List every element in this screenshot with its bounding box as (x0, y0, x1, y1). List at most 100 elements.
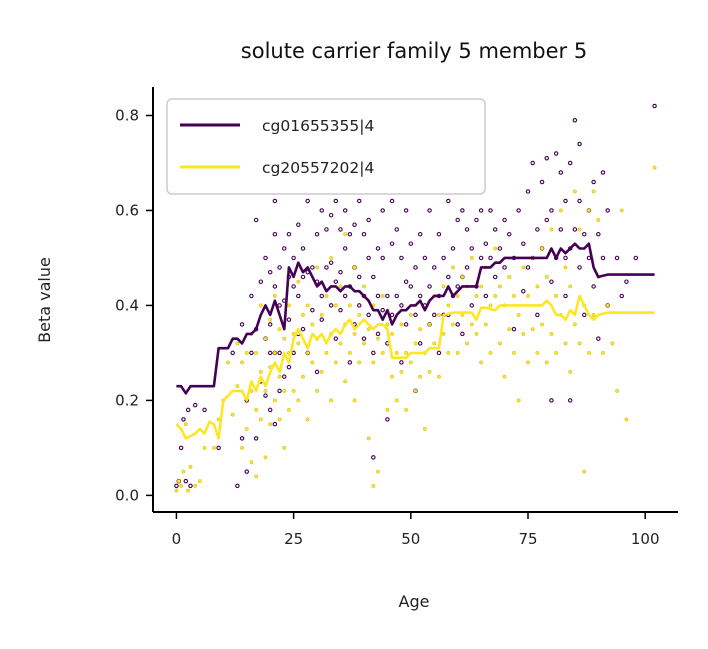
scatter-point (371, 274, 376, 280)
scatter-point (572, 117, 578, 123)
scatter-point (272, 351, 277, 355)
scatter-point (282, 336, 287, 341)
scatter-point (356, 274, 362, 280)
scatter-point (422, 255, 428, 261)
scatter-point (375, 293, 381, 299)
scatter-point (493, 294, 498, 298)
scatter-point (366, 436, 371, 441)
scatter-point (624, 417, 629, 422)
scatter-point (296, 279, 301, 284)
scatter-point (558, 227, 564, 232)
scatter-point (535, 351, 540, 355)
scatter-point (563, 255, 568, 261)
scatter-point (507, 275, 512, 279)
scatter-point (526, 360, 530, 365)
scatter-point (305, 198, 310, 204)
scatter-point (408, 360, 413, 365)
scatter-point (300, 246, 306, 251)
scatter-point (305, 351, 310, 355)
x-tick-label: 75 (518, 530, 537, 548)
scatter-point (272, 398, 277, 403)
scatter-point (549, 208, 554, 213)
scatter-point (417, 231, 423, 237)
scatter-point (455, 217, 460, 223)
scatter-point (558, 208, 563, 213)
scatter-point (581, 312, 587, 318)
scatter-point (455, 284, 460, 289)
scatter-point (427, 284, 432, 289)
scatter-point (244, 426, 249, 431)
scatter-point (328, 303, 334, 308)
scatter-point (408, 241, 414, 246)
scatter-point (352, 222, 357, 227)
scatter-point (188, 483, 193, 489)
scatter-point (512, 294, 516, 298)
scatter-point (399, 322, 404, 327)
scatter-point (502, 217, 507, 223)
scatter-point (403, 208, 409, 213)
scatter-point (319, 317, 324, 322)
scatter-point (186, 488, 191, 493)
scatter-point (530, 327, 535, 332)
scatter-point (176, 479, 181, 484)
scatter-point (230, 350, 235, 356)
scatter-point (324, 227, 329, 232)
scatter-point (301, 374, 305, 379)
scatter-point (352, 265, 357, 270)
scatter-point (366, 312, 371, 318)
scatter-point (287, 408, 291, 412)
scatter-point (558, 170, 564, 175)
scatter-point (296, 341, 301, 346)
scatter-point (497, 246, 503, 251)
scatter-point (549, 332, 554, 336)
scatter-point (291, 255, 296, 261)
scatter-point (605, 303, 610, 308)
scatter-point (568, 284, 573, 289)
scatter-point (362, 341, 366, 346)
scatter-point (394, 398, 399, 403)
scatter-point (183, 478, 189, 484)
scatter-point (544, 155, 549, 161)
scatter-points-0 (174, 103, 657, 489)
scatter-point (226, 360, 230, 365)
scatter-point (291, 284, 296, 289)
scatter-point (329, 398, 334, 403)
scatter-point (267, 350, 273, 356)
scatter-point (624, 279, 629, 284)
scatter-point (277, 417, 282, 422)
scatter-point (333, 198, 339, 204)
scatter-point (357, 313, 362, 317)
scatter-point (216, 445, 221, 451)
scatter-point (600, 170, 606, 175)
scatter-point (446, 198, 451, 204)
x-axis-label: Age (399, 592, 430, 611)
scatter-point (380, 351, 385, 355)
scatter-point (511, 326, 517, 332)
scatter-point (314, 231, 320, 237)
scatter-point (572, 189, 577, 194)
legend: cg01655355|4 cg20557202|4 (166, 98, 486, 195)
scatter-point (371, 360, 376, 365)
scatter-point (600, 255, 606, 261)
scatter-point (347, 303, 352, 308)
scatter-point (356, 198, 362, 204)
scatter-point (441, 255, 446, 261)
scatter-point (328, 212, 334, 218)
y-tick-label: 0.8 (115, 106, 139, 124)
scatter-point (281, 246, 287, 251)
scatter-point (587, 351, 591, 355)
scatter-point (451, 322, 455, 327)
scatter-point (572, 227, 578, 232)
scatter-point (394, 293, 399, 299)
scatter-point (474, 332, 479, 336)
scatter-point (572, 322, 577, 327)
scatter-point (286, 231, 292, 237)
scatter-point (610, 341, 615, 346)
scatter-point (446, 303, 451, 308)
scatter-point (512, 351, 516, 355)
scatter-point (479, 360, 484, 365)
scatter-point (601, 351, 605, 355)
scatter-point (371, 350, 376, 356)
scatter-point (333, 360, 338, 365)
scatter-point (376, 469, 380, 474)
